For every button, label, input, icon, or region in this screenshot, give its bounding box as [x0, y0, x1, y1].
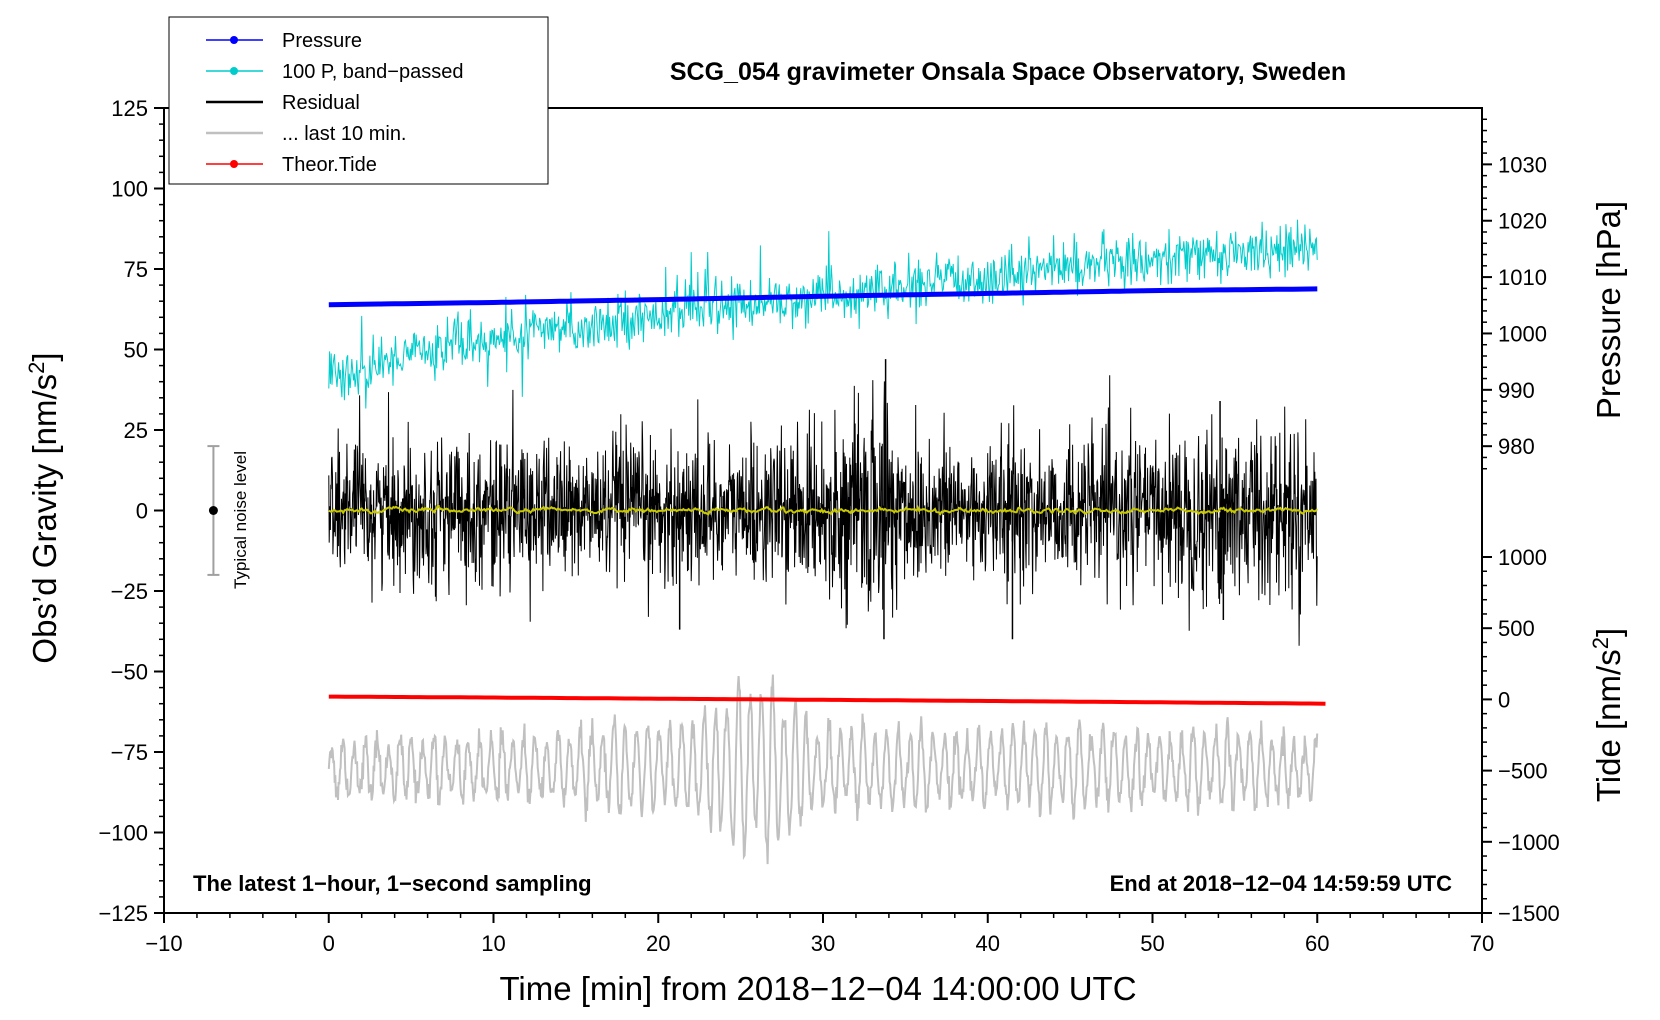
y-axis-pressure-label: Pressure [hPa]	[1590, 201, 1627, 419]
y-tick-label-0: 125	[111, 96, 148, 121]
annotation-sampling: The latest 1−hour, 1−second sampling	[193, 871, 592, 896]
y-axis-gravity-label-end: ]	[26, 352, 63, 361]
legend: Pressure 100 P, band−passed Residual ... la…	[168, 16, 549, 185]
pressure-tick-label-5: 980	[1498, 434, 1535, 459]
legend-label-0: Pressure	[282, 30, 362, 52]
y-axis-tide: 1000 500 0 −500 −1000 −1500	[1482, 545, 1560, 926]
y-tick-label-10: −125	[98, 901, 148, 926]
y-axis-gravity-label: Obs’d Gravity [nm/s2]	[24, 352, 63, 663]
y-tick-label-7: −50	[111, 660, 148, 685]
x-tick-label-8: 70	[1470, 931, 1494, 956]
y-tick-label-1: 100	[111, 177, 148, 202]
annotation-end-time: End at 2018−12−04 14:59:59 UTC	[1110, 871, 1453, 896]
series-residual	[328, 375, 1318, 646]
y-axis-tide-label-sup: 2	[1588, 637, 1613, 649]
x-tick-label-7: 60	[1305, 931, 1329, 956]
legend-label-2: Residual	[282, 92, 360, 114]
y-axis-gravity-label-main: Obs’d Gravity [nm/s	[26, 374, 63, 664]
pressure-tick-label-3: 1000	[1498, 321, 1547, 346]
x-tick-label-3: 20	[646, 931, 670, 956]
series-pressure-bandpassed	[328, 219, 1318, 409]
y-tick-label-8: −75	[111, 740, 148, 765]
tide-tick-label-2: 0	[1498, 687, 1510, 712]
tide-tick-label-0: 1000	[1498, 545, 1547, 570]
y-axis-tide-label: Tide [nm/s2]	[1588, 628, 1627, 802]
x-tick-label-6: 50	[1140, 931, 1164, 956]
pressure-tick-label-2: 1010	[1498, 265, 1547, 290]
y-axis-tide-label-end: ]	[1590, 628, 1627, 637]
legend-label-4: Theor.Tide	[282, 154, 377, 176]
tide-tick-label-3: −500	[1498, 759, 1548, 784]
series-last-10-min	[327, 674, 1319, 865]
x-tick-label-2: 10	[481, 931, 505, 956]
series-theoretical-tide	[328, 694, 1326, 706]
legend-marker-0	[230, 36, 238, 44]
series-pressure	[328, 286, 1318, 308]
tide-tick-label-4: −1000	[1498, 830, 1560, 855]
tide-tick-label-5: −1500	[1498, 901, 1560, 926]
noise-level-indicator	[207, 445, 220, 576]
x-tick-label-0: −10	[145, 931, 182, 956]
x-axis-label: Time [min] from 2018−12−04 14:00:00 UTC	[499, 970, 1136, 1007]
y-axis-tide-label-main: Tide [nm/s	[1590, 649, 1627, 802]
legend-marker-4	[230, 160, 238, 168]
x-tick-label-5: 40	[976, 931, 1000, 956]
legend-marker-1	[230, 67, 238, 75]
legend-box	[168, 16, 549, 185]
y-tick-label-2: 75	[124, 257, 148, 282]
noise-center-dot	[208, 506, 218, 515]
series-residual-smoothed	[328, 503, 1318, 516]
tide-tick-label-1: 500	[1498, 616, 1535, 641]
y-axis-gravity-label-sup: 2	[24, 362, 49, 374]
chart-title: SCG_054 gravimeter Onsala Space Observat…	[670, 58, 1346, 86]
legend-label-3: ... last 10 min.	[282, 123, 407, 145]
x-tick-label-1: 0	[323, 931, 335, 956]
legend-label-1: 100 P, band−passed	[282, 61, 463, 83]
x-axis: −10 0 10 20 30 40 50 60 70	[145, 913, 1494, 956]
pressure-tick-label-4: 990	[1498, 378, 1535, 403]
x-tick-label-4: 30	[811, 931, 835, 956]
y-axis-pressure: 1030 1020 1010 1000 990 980	[1482, 118, 1547, 470]
pressure-tick-label-0: 1030	[1498, 152, 1547, 177]
y-axis-gravity: 125 100 75 50 25 0 −25 −50 −75 −100 −125	[98, 96, 164, 926]
y-tick-label-9: −100	[98, 821, 148, 846]
y-tick-label-5: 0	[136, 499, 148, 524]
y-tick-label-3: 50	[124, 338, 148, 363]
pressure-tick-label-1: 1020	[1498, 209, 1547, 234]
noise-level-label: Typical noise level	[231, 451, 250, 589]
series-layer	[327, 219, 1326, 865]
y-tick-label-6: −25	[111, 579, 148, 604]
y-tick-label-4: 25	[124, 418, 148, 443]
